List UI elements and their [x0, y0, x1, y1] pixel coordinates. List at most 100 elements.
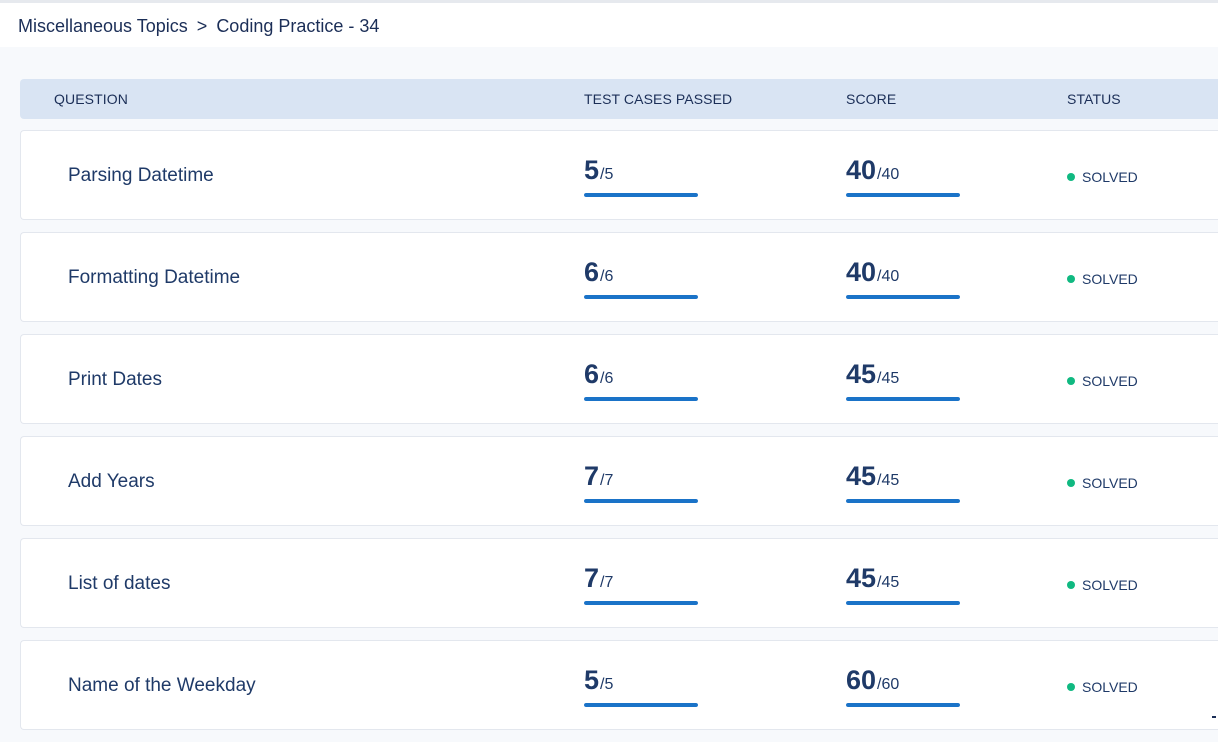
score-progress-fill: [846, 295, 960, 299]
score-progress-bar: [846, 703, 960, 707]
score-metric: 40/40: [846, 155, 960, 197]
breadcrumb-current: Coding Practice - 34: [216, 16, 380, 36]
score-metric: 40/40: [846, 257, 960, 299]
score-progress-fill: [846, 193, 960, 197]
test-cases-total: /5: [600, 166, 614, 183]
question-row[interactable]: List of dates 7/7 45/45 SOLVED: [20, 538, 1218, 628]
breadcrumb: Miscellaneous Topics > Coding Practice -…: [18, 16, 379, 37]
status-dot-icon: [1067, 377, 1075, 385]
score-total: /40: [877, 166, 900, 183]
status-label: SOLVED: [1082, 271, 1138, 287]
score-progress-bar: [846, 193, 960, 197]
score-progress-bar: [846, 295, 960, 299]
score-value: 45: [846, 461, 877, 491]
test-cases-progress-fill: [584, 397, 698, 401]
column-header-status: STATUS: [1067, 91, 1121, 107]
score-progress-fill: [846, 499, 960, 503]
table-header: QUESTION TEST CASES PASSED SCORE STATUS: [20, 79, 1218, 119]
score-value: 45: [846, 563, 877, 593]
test-cases-total: /6: [600, 268, 614, 285]
score-progress-bar: [846, 397, 960, 401]
test-cases-progress-fill: [584, 703, 698, 707]
score-progress-fill: [846, 703, 960, 707]
test-cases-progress-bar: [584, 193, 698, 197]
test-cases-metric: 7/7: [584, 563, 698, 605]
status-dot-icon: [1067, 581, 1075, 589]
test-cases-passed: 6: [584, 359, 600, 389]
test-cases-total: /5: [600, 676, 614, 693]
status-label: SOLVED: [1082, 577, 1138, 593]
question-row[interactable]: Add Years 7/7 45/45 SOLVED: [20, 436, 1218, 526]
test-cases-total: /6: [600, 370, 614, 387]
test-cases-progress-fill: [584, 193, 698, 197]
column-header-score: SCORE: [846, 91, 897, 107]
test-cases-passed: 6: [584, 257, 600, 287]
test-cases-passed: 7: [584, 563, 600, 593]
score-total: /60: [877, 676, 900, 693]
question-title[interactable]: List of dates: [68, 573, 171, 594]
status-badge: SOLVED: [1067, 169, 1138, 185]
top-strip: [0, 0, 1218, 3]
score-total: /45: [877, 370, 900, 387]
score-metric: 45/45: [846, 461, 960, 503]
test-cases-passed: 5: [584, 665, 600, 695]
breadcrumb-separator: >: [196, 16, 208, 36]
question-row[interactable]: Name of the Weekday 5/5 60/60 SOLVED: [20, 640, 1218, 730]
test-cases-progress-bar: [584, 295, 698, 299]
test-cases-progress-bar: [584, 397, 698, 401]
score-metric: 45/45: [846, 563, 960, 605]
score-progress-fill: [846, 397, 960, 401]
status-label: SOLVED: [1082, 679, 1138, 695]
status-label: SOLVED: [1082, 475, 1138, 491]
test-cases-progress-fill: [584, 601, 698, 605]
score-total: /45: [877, 574, 900, 591]
column-header-test-cases: TEST CASES PASSED: [584, 91, 733, 107]
question-title[interactable]: Print Dates: [68, 369, 162, 390]
question-title[interactable]: Formatting Datetime: [68, 267, 241, 288]
score-total: /45: [877, 472, 900, 489]
score-progress-bar: [846, 601, 960, 605]
test-cases-total: /7: [600, 472, 614, 489]
test-cases-passed: 5: [584, 155, 600, 185]
question-title[interactable]: Name of the Weekday: [68, 675, 256, 696]
test-cases-metric: 5/5: [584, 155, 698, 197]
test-cases-progress-fill: [584, 295, 698, 299]
breadcrumb-parent-link[interactable]: Miscellaneous Topics: [18, 16, 188, 36]
question-row[interactable]: Parsing Datetime 5/5 40/40 SOLVED: [20, 130, 1218, 220]
question-title[interactable]: Add Years: [68, 471, 155, 492]
test-cases-metric: 7/7: [584, 461, 698, 503]
score-value: 60: [846, 665, 877, 695]
question-row[interactable]: Print Dates 6/6 45/45 SOLVED: [20, 334, 1218, 424]
test-cases-metric: 6/6: [584, 257, 698, 299]
status-dot-icon: [1067, 275, 1075, 283]
status-label: SOLVED: [1082, 169, 1138, 185]
status-badge: SOLVED: [1067, 373, 1138, 389]
score-value: 40: [846, 155, 877, 185]
status-badge: SOLVED: [1067, 679, 1138, 695]
column-header-question: QUESTION: [54, 91, 128, 107]
header-bar: Miscellaneous Topics > Coding Practice -…: [0, 3, 1218, 47]
test-cases-metric: 5/5: [584, 665, 698, 707]
test-cases-passed: 7: [584, 461, 600, 491]
score-value: 40: [846, 257, 877, 287]
status-badge: SOLVED: [1067, 475, 1138, 491]
test-cases-metric: 6/6: [584, 359, 698, 401]
status-badge: SOLVED: [1067, 577, 1138, 593]
status-dot-icon: [1067, 173, 1075, 181]
score-progress-fill: [846, 601, 960, 605]
test-cases-progress-bar: [584, 703, 698, 707]
score-metric: 60/60: [846, 665, 960, 707]
status-label: SOLVED: [1082, 373, 1138, 389]
test-cases-progress-bar: [584, 601, 698, 605]
score-metric: 45/45: [846, 359, 960, 401]
test-cases-total: /7: [600, 574, 614, 591]
score-total: /40: [877, 268, 900, 285]
test-cases-progress-bar: [584, 499, 698, 503]
question-row[interactable]: Formatting Datetime 6/6 40/40 SOLVED: [20, 232, 1218, 322]
status-badge: SOLVED: [1067, 271, 1138, 287]
test-cases-progress-fill: [584, 499, 698, 503]
question-title[interactable]: Parsing Datetime: [68, 165, 214, 186]
status-dot-icon: [1067, 479, 1075, 487]
question-list: Parsing Datetime 5/5 40/40 SOLVED Format…: [20, 130, 1218, 742]
score-progress-bar: [846, 499, 960, 503]
